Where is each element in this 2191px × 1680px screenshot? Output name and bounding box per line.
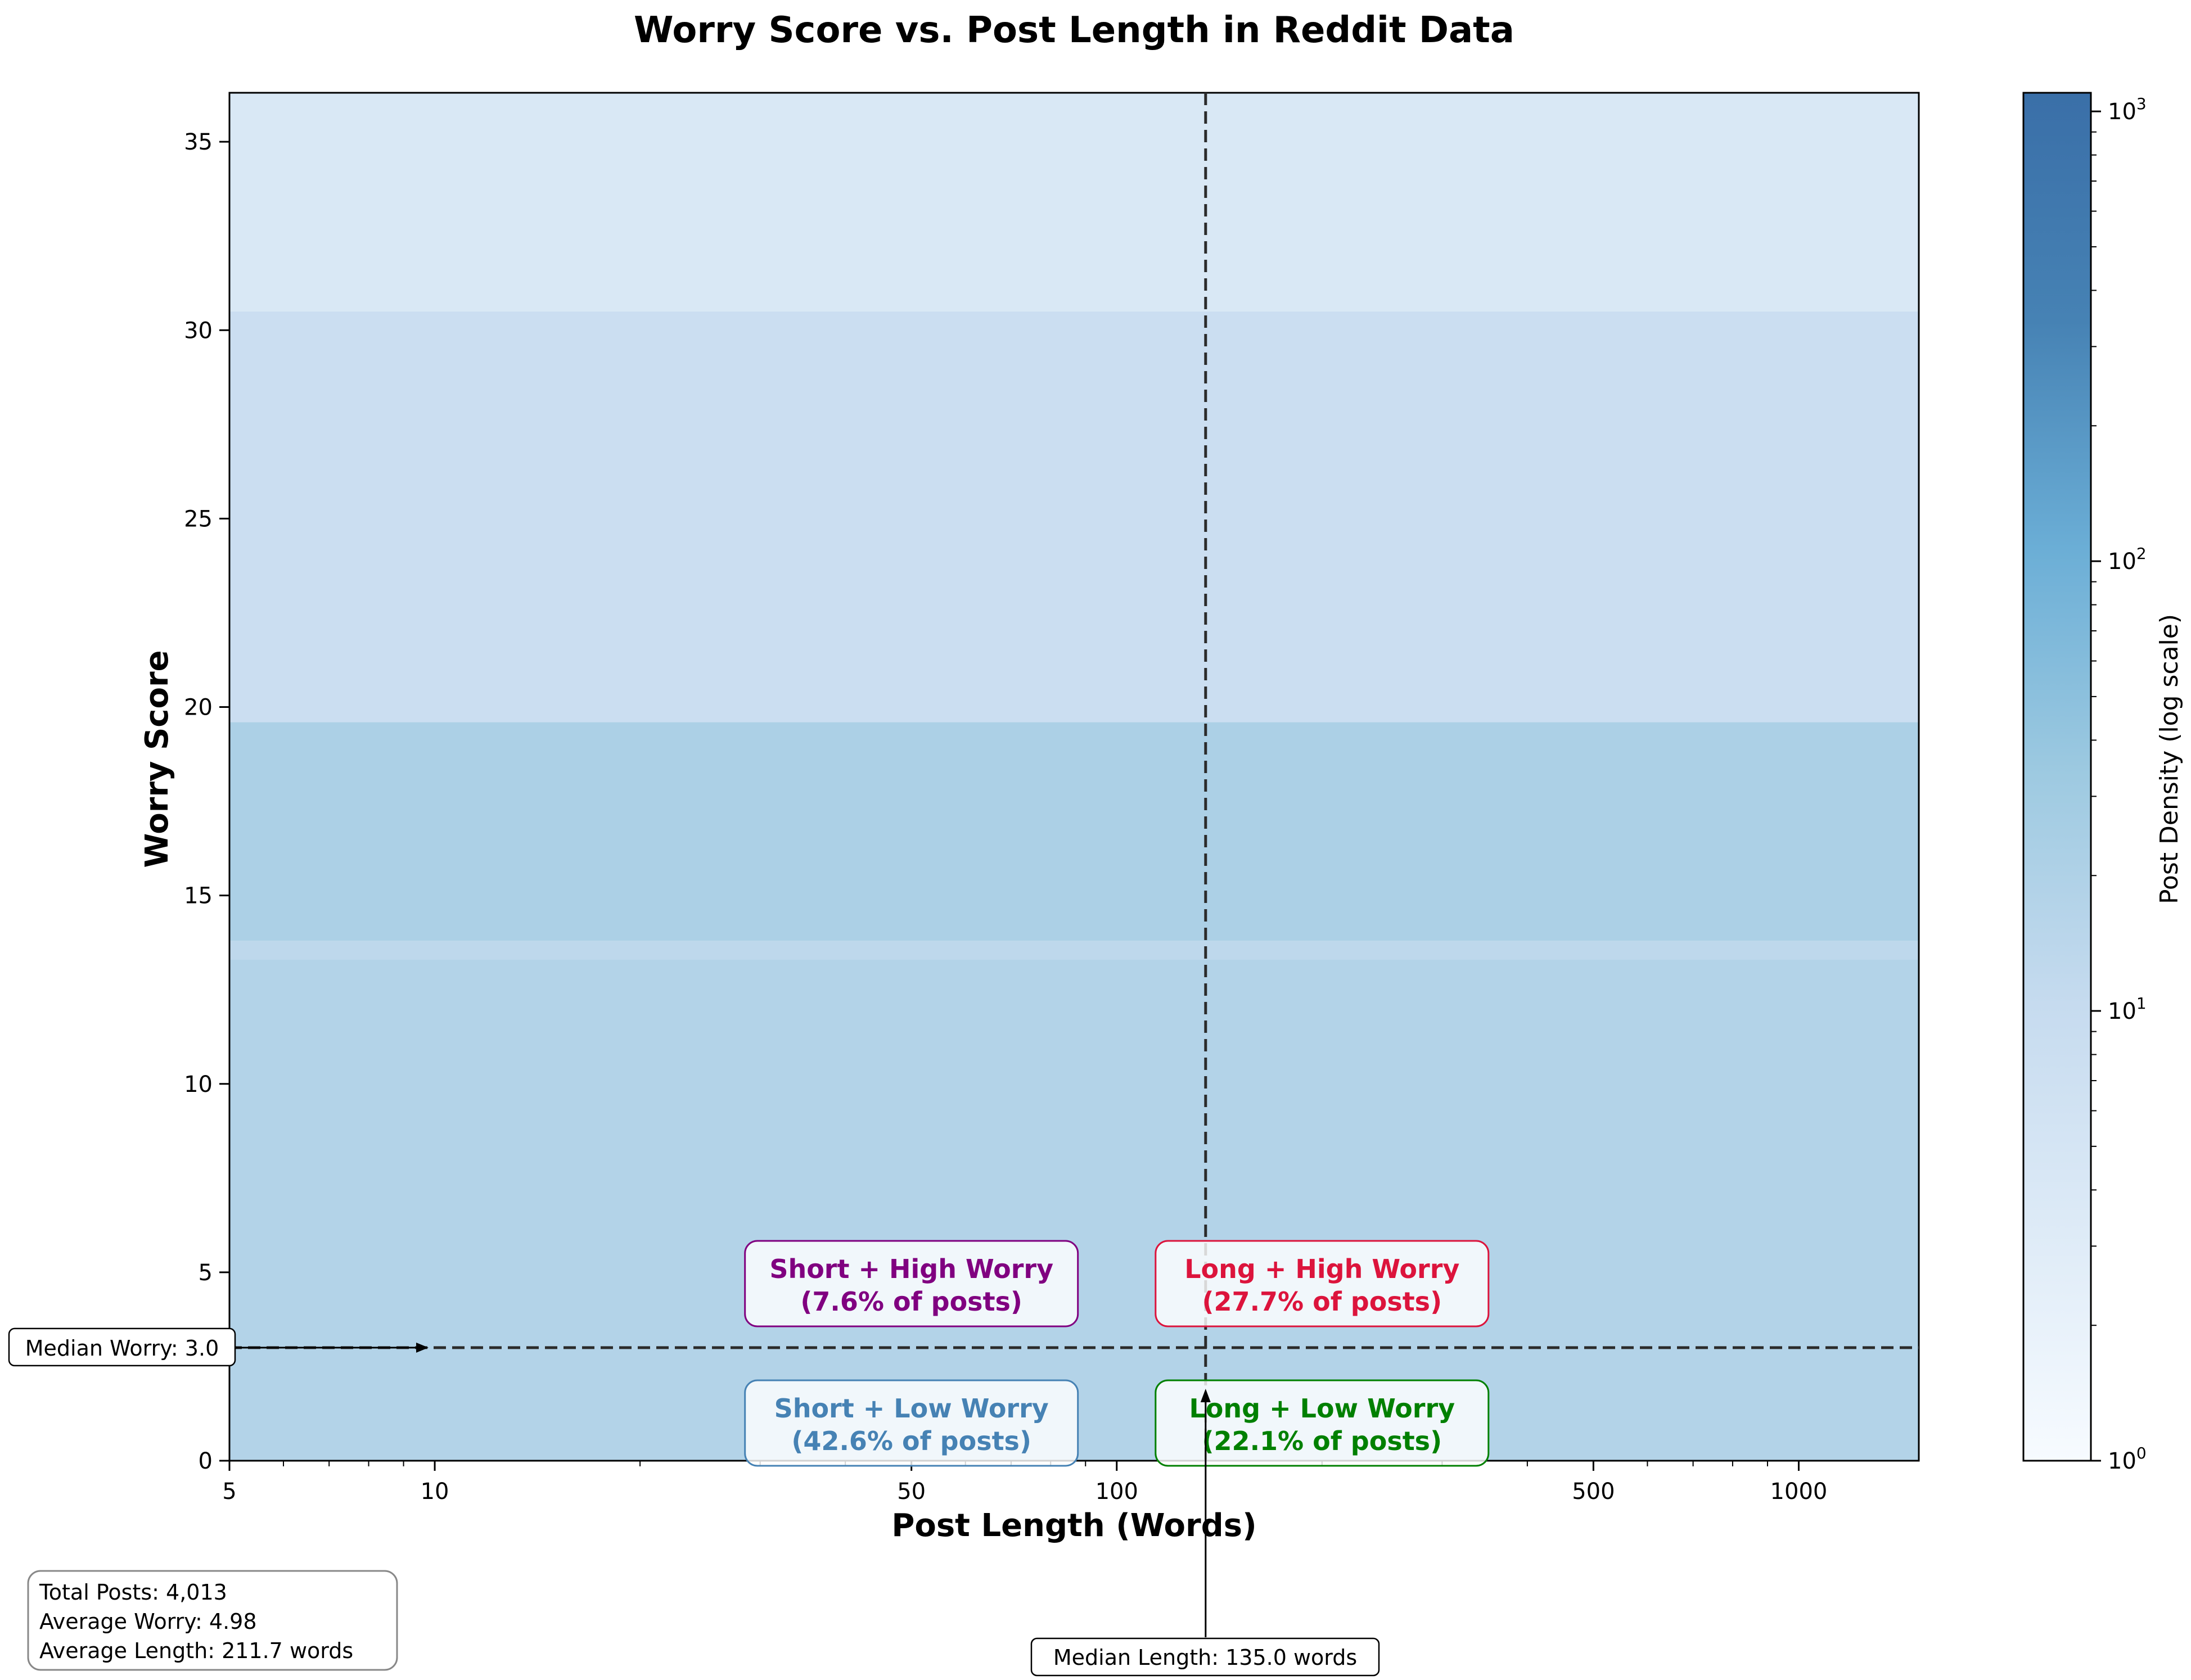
chart-title: Worry Score vs. Post Length in Reddit Da… [634, 10, 1514, 51]
stats-box: Total Posts: 4,013 Average Worry: 4.98 Ave… [27, 1570, 398, 1671]
stats-line: Total Posts: 4,013 [39, 1580, 227, 1605]
density-band [229, 959, 1919, 1461]
quadrant-title: Short + Low Worry [774, 1393, 1049, 1424]
y-axis-label: Worry Score [139, 650, 175, 868]
quadrant-box [1155, 1379, 1490, 1467]
y-tick-label: 10 [184, 1072, 213, 1098]
x-tick-label: 100 [1096, 1479, 1138, 1505]
x-tick-label: 10 [421, 1479, 449, 1505]
stats-frame [27, 1570, 398, 1671]
quadrant-share: (22.1% of posts) [1202, 1426, 1442, 1456]
quadrant-annotation: Long + High Worry(27.7% of posts) [1155, 1240, 1490, 1327]
density-band [229, 722, 1919, 941]
y-tick-label: 20 [184, 695, 213, 721]
quadrant-box [744, 1379, 1079, 1467]
quadrant-annotation: Short + Low Worry(42.6% of posts) [744, 1379, 1079, 1467]
stats-line: Average Worry: 4.98 [39, 1609, 257, 1634]
median-length-box [1030, 1637, 1380, 1677]
arrow-head-icon [416, 1342, 429, 1353]
colorbar-tick-label: 103 [2108, 94, 2147, 125]
median-length-text: Median Length: 135.0 words [1053, 1645, 1357, 1670]
median-worry-annotation: Median Worry: 3.0 [8, 1327, 429, 1367]
x-tick-label: 50 [897, 1479, 926, 1505]
colorbar-gradient [2022, 92, 2092, 1462]
density-band [229, 311, 1919, 722]
x-tick-label: 5 [222, 1479, 236, 1505]
quadrant-annotation: Long + Low Worry(22.1% of posts) [1155, 1379, 1490, 1467]
colorbar-tick-label: 102 [2108, 544, 2147, 575]
colorbar-label: Post Density (log scale) [2155, 614, 2184, 904]
y-tick-label: 25 [184, 506, 213, 532]
y-tick-label: 35 [184, 129, 213, 155]
quadrant-title: Long + High Worry [1184, 1254, 1459, 1284]
y-tick-label: 5 [199, 1260, 213, 1286]
quadrant-annotation: Short + High Worry(7.6% of posts) [744, 1240, 1079, 1327]
density-band [229, 941, 1919, 960]
quadrant-share: (42.6% of posts) [791, 1426, 1031, 1456]
quadrant-box [744, 1240, 1079, 1327]
colorbar-tick-label: 101 [2108, 994, 2147, 1024]
colorbar-tick-label: 100 [2108, 1444, 2147, 1474]
quadrant-share: (27.7% of posts) [1202, 1286, 1442, 1317]
x-tick-label: 500 [1572, 1479, 1615, 1505]
colorbar: 100 101 102 103 [2022, 92, 2147, 1474]
quadrant-title: Short + High Worry [769, 1254, 1053, 1284]
quadrant-box [1155, 1240, 1490, 1327]
quadrant-title: Long + Low Worry [1189, 1393, 1455, 1424]
median-length-annotation: Median Length: 135.0 words [1030, 1389, 1380, 1677]
density-band [229, 93, 1919, 311]
stats-line: Average Length: 211.7 words [39, 1638, 353, 1663]
y-tick-label: 0 [199, 1448, 213, 1474]
y-tick-label: 30 [184, 318, 213, 344]
x-tick-label: 1000 [1770, 1479, 1828, 1505]
y-tick-label: 15 [184, 883, 213, 909]
x-axis-label: Post Length (Words) [891, 1507, 1256, 1544]
arrow-head-icon [1200, 1389, 1211, 1402]
median-worry-text: Median Worry: 3.0 [25, 1336, 219, 1361]
quadrant-share: (7.6% of posts) [800, 1286, 1022, 1317]
